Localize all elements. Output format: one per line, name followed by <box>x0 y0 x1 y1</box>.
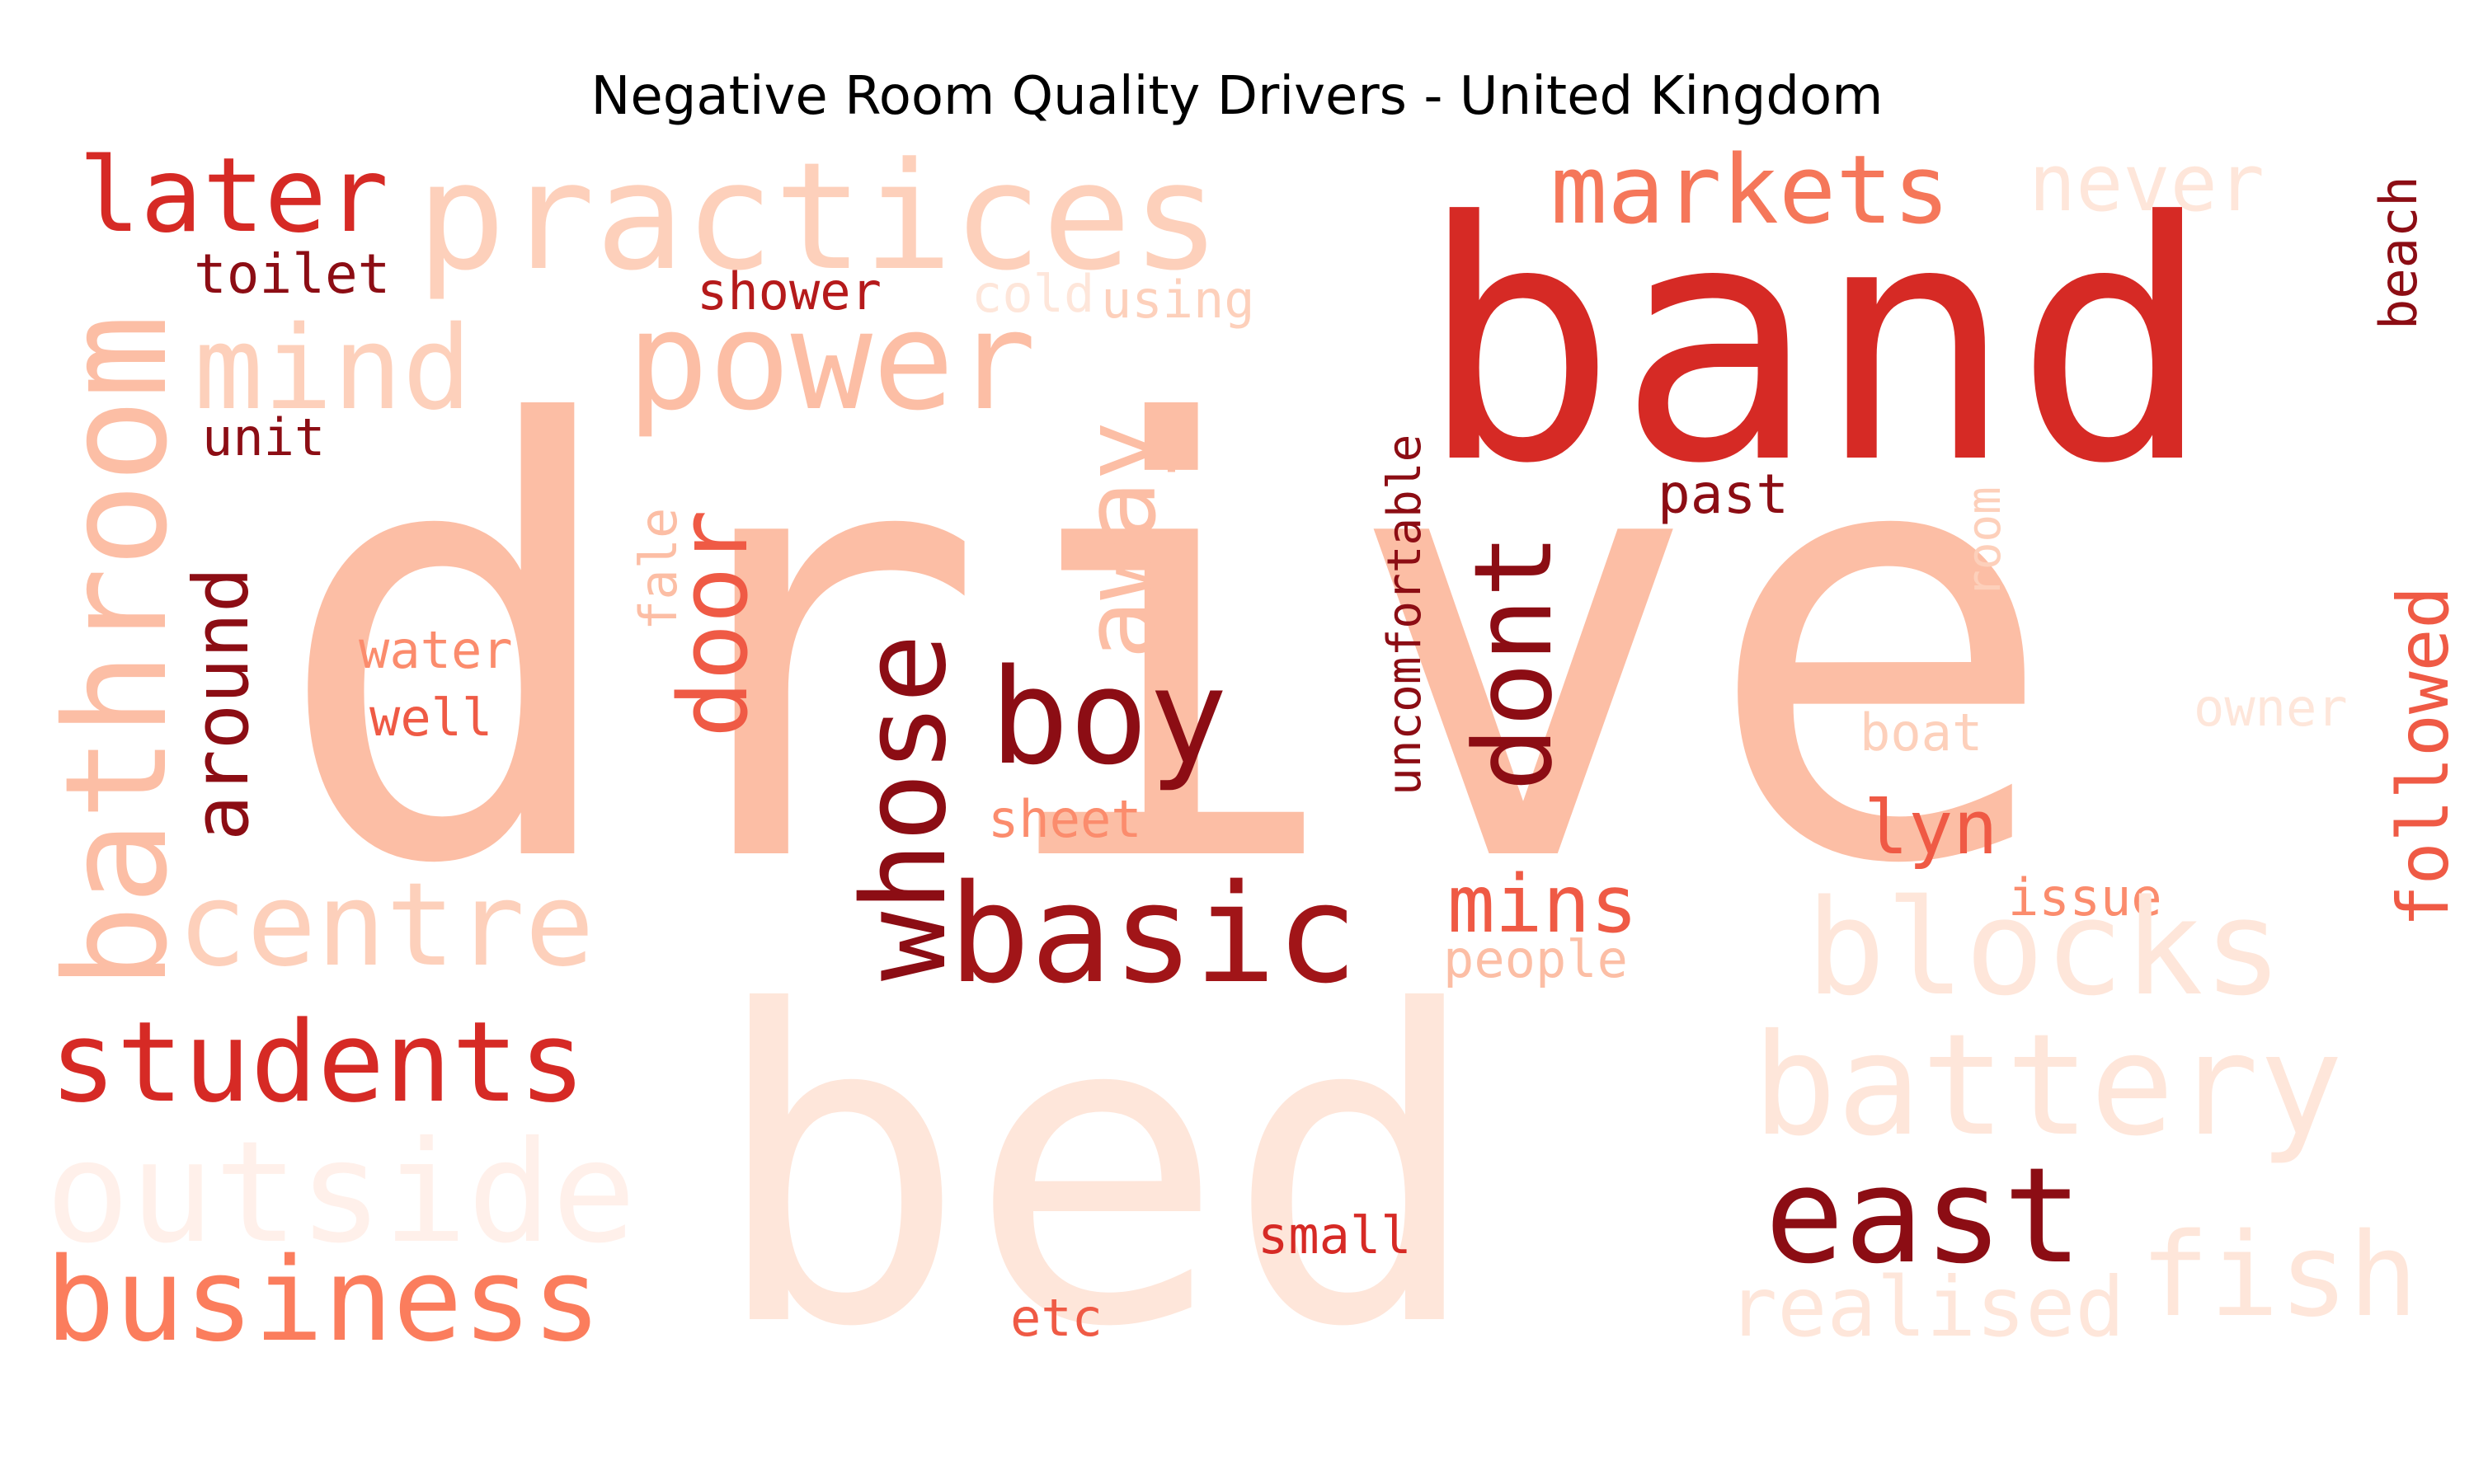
word-centre: centre <box>177 858 595 993</box>
word-power: power <box>627 282 1037 440</box>
word-fish: fish <box>2140 1209 2418 1343</box>
word-east: east <box>1765 1139 2082 1293</box>
word-uncomfortable: uncomfortable <box>1378 434 1432 796</box>
word-beach: beach <box>2368 176 2429 330</box>
word-boat: boat <box>1860 702 1982 763</box>
word-mins: mins <box>1447 858 1638 951</box>
word-away: away <box>1064 421 1178 660</box>
figure-title: Negative Room Quality Drivers - United K… <box>590 66 1884 127</box>
word-lyn: lyn <box>1864 785 1998 871</box>
word-later: later <box>78 136 388 256</box>
word-mind: mind <box>194 302 472 436</box>
word-bathroom: bathroom <box>35 314 199 989</box>
word-toilet: toilet <box>194 242 390 306</box>
word-dont: dont <box>1451 533 1576 791</box>
word-well: well <box>369 688 492 748</box>
word-drive: drive <box>272 303 2059 993</box>
word-markets: markets <box>1550 135 1950 246</box>
word-bed: bed <box>709 921 1484 1421</box>
word-boy: boy <box>990 640 1228 794</box>
word-fale: fale <box>628 508 689 631</box>
word-water: water <box>359 620 513 680</box>
word-shower: shower <box>697 261 882 322</box>
word-whose: whose <box>838 634 972 981</box>
word-sheet: sheet <box>988 789 1142 849</box>
word-past: past <box>1658 463 1789 526</box>
word-students: students <box>49 998 586 1127</box>
word-followed: followed <box>2382 586 2465 928</box>
word-cold: cold <box>971 264 1094 324</box>
word-practices: practices <box>416 131 1221 303</box>
word-band: band <box>1418 153 2213 536</box>
word-etc: etc <box>1010 1288 1103 1348</box>
word-battery: battery <box>1752 1004 2343 1167</box>
word-never: never <box>2029 139 2265 229</box>
word-door: door <box>659 510 769 738</box>
word-business: business <box>45 1233 601 1368</box>
word-room: room <box>1958 486 2011 598</box>
word-blocks: blocks <box>1806 871 2283 1025</box>
word-realised: realised <box>1728 1259 2125 1355</box>
word-outside: outside <box>45 1111 636 1275</box>
word-basic: basic <box>948 855 1358 1013</box>
word-using: using <box>1101 270 1255 330</box>
word-unit: unit <box>202 407 325 467</box>
word-issue: issue <box>2008 867 2162 928</box>
word-small: small <box>1258 1205 1412 1266</box>
word-around: around <box>177 567 266 841</box>
word-owner: owner <box>2194 678 2348 738</box>
word-people: people <box>1443 929 1628 989</box>
